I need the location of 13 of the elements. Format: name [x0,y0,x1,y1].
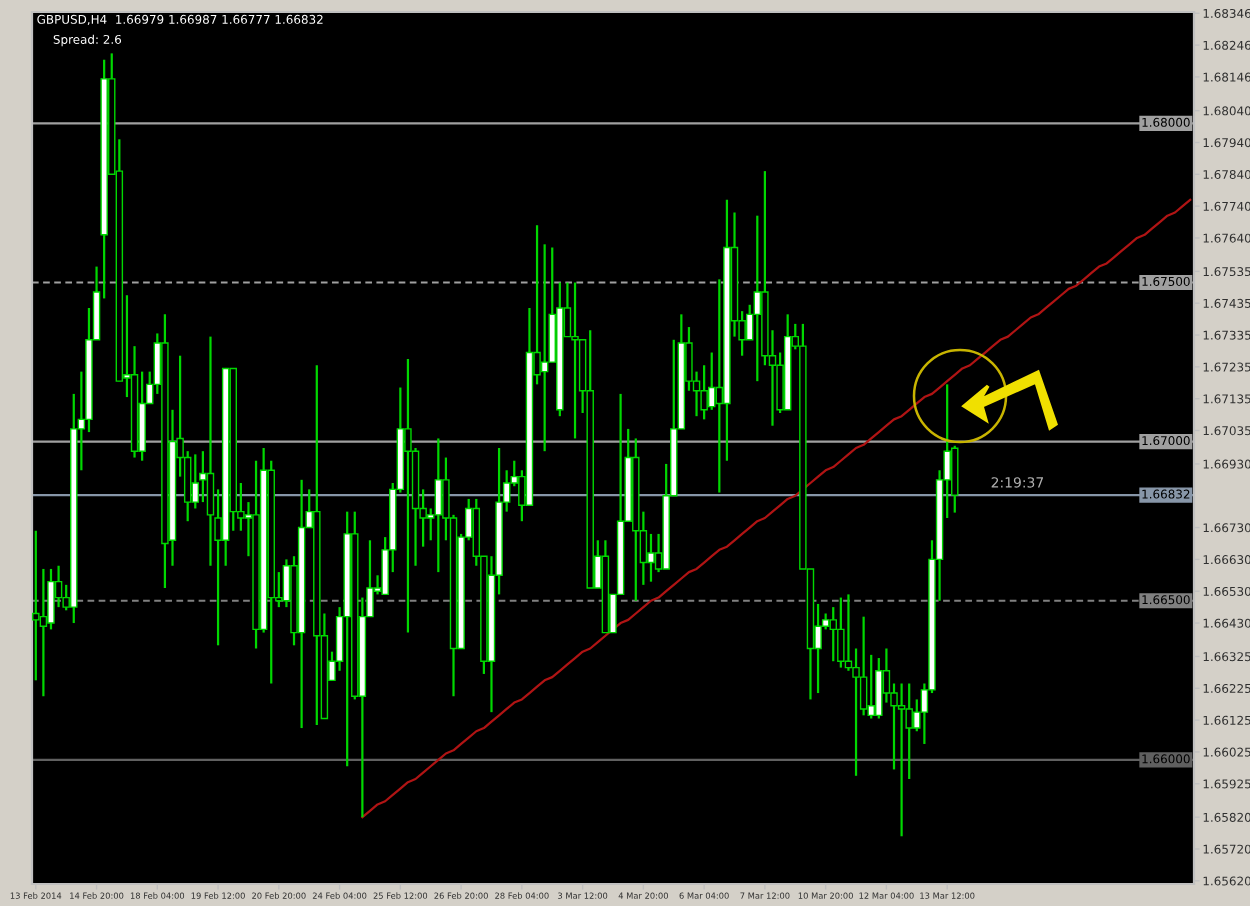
candlestick [434,437,443,574]
candlestick [191,453,200,510]
candlestick [540,243,549,453]
line-series [361,198,1192,819]
candlestick [875,656,883,720]
candlestick [753,214,762,383]
candlestick [138,370,146,462]
candlestick [837,596,845,669]
candlestick [404,357,412,634]
candlestick [829,606,837,663]
candlestick [647,532,655,583]
candlestick [571,281,579,440]
candlestick [897,682,906,838]
